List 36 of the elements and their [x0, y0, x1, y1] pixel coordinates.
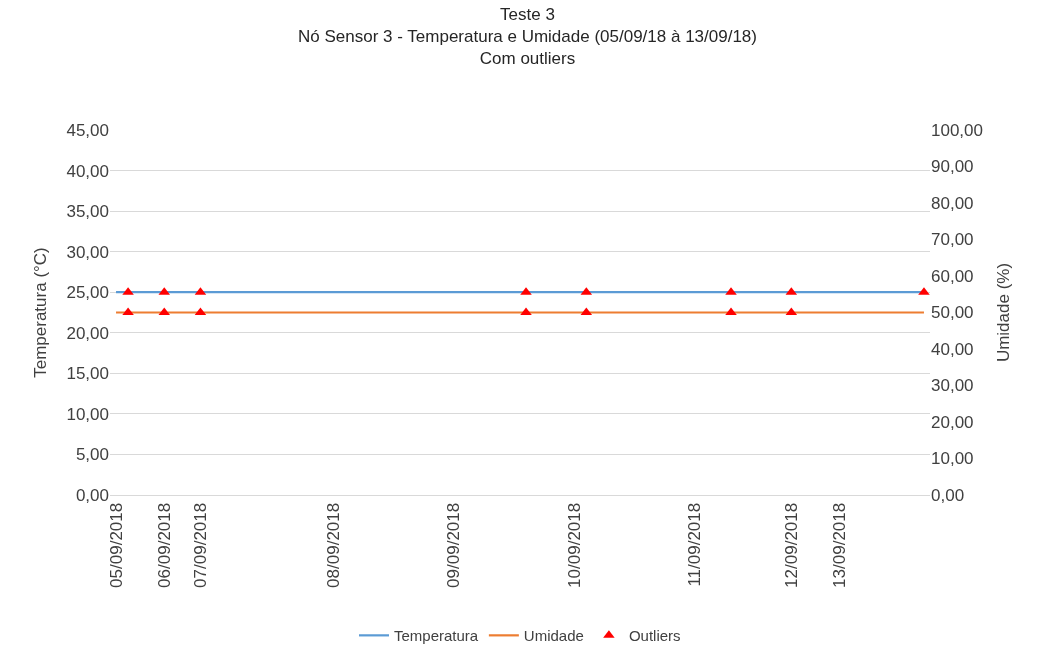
legend-label: Umidade: [523, 627, 584, 645]
y2-tick-label: 60,00: [931, 266, 974, 286]
x-tick-label: 05/09/2018: [106, 502, 126, 588]
y2-tick-label: 30,00: [931, 376, 974, 396]
legend-label: Temperatura: [394, 627, 479, 645]
x-tick-label: 11/09/2018: [685, 502, 705, 587]
y2-tick-label: 80,00: [931, 193, 974, 213]
y-tick-label: 10,00: [66, 404, 109, 424]
y-tick-label: 40,00: [66, 161, 109, 181]
y2-tick-label: 90,00: [931, 157, 974, 177]
y-axis-title: Temperatura (°C): [31, 247, 50, 378]
x-tick-label: 06/09/2018: [154, 502, 174, 588]
y2-tick-label: 70,00: [931, 230, 974, 250]
y-tick-label: 25,00: [66, 283, 109, 303]
chart-title: Teste 3 Nó Sensor 3 - Temperatura e Umidade (05/09/18 à 13/09/18) Com outliers: [298, 4, 757, 69]
y2-axis-title: Umidade (%): [994, 262, 1014, 363]
y-tick-label: 15,00: [66, 364, 109, 384]
y2-tick-label: 10,00: [931, 449, 974, 469]
x-tick-label: 12/09/2018: [781, 502, 801, 588]
y-tick-label: 20,00: [66, 323, 109, 343]
x-tick-label: 13/09/2018: [830, 502, 850, 588]
y-tick-label: 30,00: [66, 242, 109, 262]
y2-tick-label: 100,00: [931, 120, 983, 140]
y-tick-label: 0,00: [75, 485, 109, 505]
y2-tick-label: 0,00: [931, 485, 965, 505]
legend-label: Outliers: [628, 627, 681, 645]
x-tick-label: 10/09/2018: [564, 502, 584, 588]
y-tick-label: 5,00: [75, 445, 109, 465]
x-tick-label: 09/09/2018: [444, 502, 464, 588]
y-tick-label: 45,00: [66, 120, 109, 140]
y2-tick-label: 20,00: [931, 412, 974, 432]
x-tick-label: 07/09/2018: [190, 502, 210, 588]
y-tick-label: 35,00: [66, 202, 109, 222]
x-tick-label: 08/09/2018: [323, 502, 343, 588]
y2-tick-label: 40,00: [931, 339, 974, 359]
y2-tick-label: 50,00: [931, 303, 974, 323]
